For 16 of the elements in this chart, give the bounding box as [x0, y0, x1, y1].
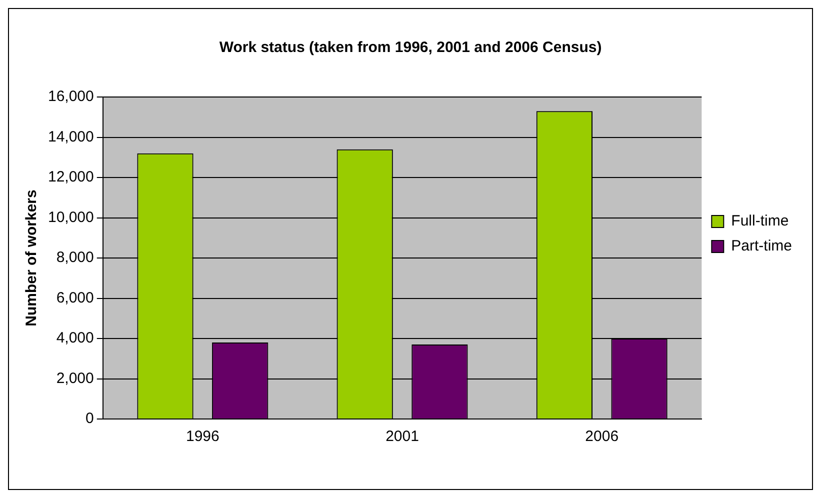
y-tick-label: 16,000 — [48, 88, 94, 106]
legend-label: Full-time — [731, 212, 789, 230]
y-tick-label: 14,000 — [48, 128, 94, 146]
y-tick-label: 12,000 — [48, 168, 94, 186]
x-tick-label: 1996 — [186, 428, 220, 446]
y-tick-label: 0 — [86, 410, 94, 428]
legend-label: Part-time — [731, 238, 792, 255]
y-tick-label: 2,000 — [56, 370, 94, 387]
chart-title: Work status (taken from 1996, 2001 and 2006 Census) — [219, 39, 602, 56]
y-tick-label: 6,000 — [56, 289, 94, 306]
y-axis-title: Number of workers — [23, 190, 40, 326]
x-tick-label: 2006 — [585, 428, 619, 446]
y-tick-label: 8,000 — [56, 249, 94, 266]
y-tick-label: 4,000 — [56, 330, 94, 347]
y-tick-label: 10,000 — [48, 208, 94, 226]
x-tick-label: 2001 — [386, 428, 419, 446]
